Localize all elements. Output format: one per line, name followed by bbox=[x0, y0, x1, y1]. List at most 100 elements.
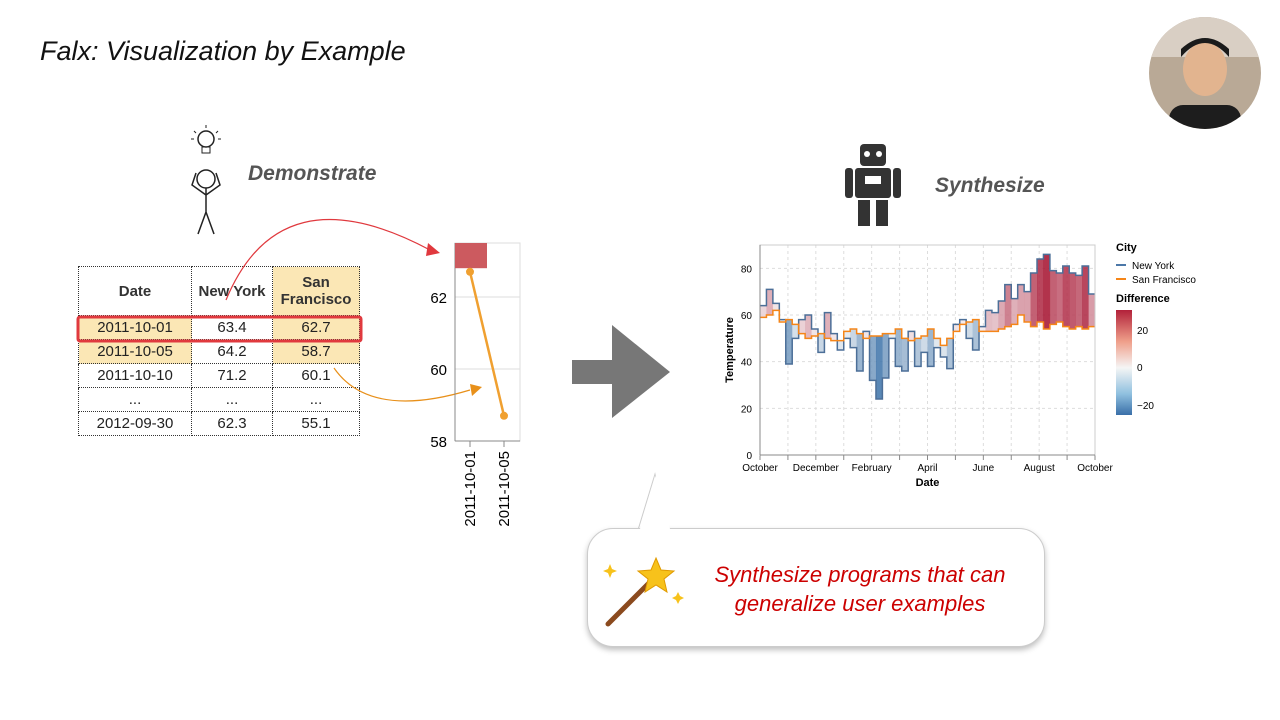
right-arrow-icon bbox=[572, 325, 670, 418]
x-axis-title: Date bbox=[916, 477, 940, 489]
difference-bar bbox=[940, 345, 948, 357]
x-tick-label: April bbox=[917, 463, 937, 474]
difference-colorbar bbox=[1116, 310, 1132, 415]
difference-bar bbox=[1004, 284, 1012, 327]
presenter-avatar bbox=[1149, 17, 1261, 129]
y-tick-label: 60 bbox=[741, 311, 753, 322]
synthesized-chart: 0 20 40 60 80 October December February April Jun… bbox=[724, 242, 1196, 489]
table-row[interactable]: 2011-10-10 71.2 60.1 bbox=[78, 363, 360, 388]
bubble-text: Synthesize programs that can generalize … bbox=[680, 560, 1040, 618]
cell: 2011-10-05 bbox=[78, 339, 192, 364]
difference-bar bbox=[1069, 273, 1076, 329]
difference-bar bbox=[863, 331, 870, 339]
header-new-york: New York bbox=[191, 266, 273, 316]
example-chart: 58 60 62 2011-10-01 2011-10-05 bbox=[430, 242, 521, 527]
table-row[interactable]: 2011-10-01 63.4 62.7 bbox=[78, 315, 360, 340]
difference-bar bbox=[985, 310, 993, 332]
table-row[interactable]: ......... bbox=[78, 387, 360, 412]
legend-label: San Francisco bbox=[1132, 275, 1196, 286]
y-tick-label: 60 bbox=[430, 362, 447, 379]
cell: 2012-09-30 bbox=[78, 411, 192, 436]
difference-bar bbox=[959, 319, 967, 325]
x-tick-label: June bbox=[972, 463, 994, 474]
colorbar-tick-label: 0 bbox=[1137, 363, 1143, 374]
difference-bar bbox=[991, 312, 999, 332]
difference-bar bbox=[875, 336, 883, 399]
difference-bar bbox=[798, 319, 806, 334]
difference-bar bbox=[772, 303, 780, 311]
difference-bar bbox=[914, 338, 922, 367]
bar-mark bbox=[455, 243, 487, 269]
y-tick-label: 80 bbox=[741, 264, 753, 275]
difference-bar bbox=[998, 301, 1006, 329]
difference-bar bbox=[1011, 298, 1018, 325]
difference-bar bbox=[1082, 266, 1089, 329]
cell: 64.2 bbox=[191, 339, 273, 364]
y-tick-label: 40 bbox=[741, 358, 753, 369]
difference-bar bbox=[792, 324, 799, 339]
lightbulb-icon bbox=[191, 125, 221, 154]
difference-bar bbox=[927, 329, 935, 367]
slide-title: Falx: Visualization by Example bbox=[40, 36, 406, 66]
difference-bar bbox=[830, 333, 838, 341]
difference-bar bbox=[1049, 270, 1057, 325]
y-axis-title: Temperature bbox=[724, 317, 736, 383]
difference-bar bbox=[882, 333, 890, 378]
difference-bar bbox=[953, 324, 961, 332]
magic-wand-icon bbox=[603, 556, 684, 627]
difference-bar bbox=[1075, 275, 1083, 327]
san-francisco-line bbox=[760, 309, 1095, 347]
difference-bar bbox=[895, 329, 903, 367]
cell: 58.7 bbox=[272, 339, 360, 364]
y-tick-label: 20 bbox=[741, 404, 753, 415]
x-tick-label: October bbox=[1077, 463, 1113, 474]
legend-title-difference: Difference bbox=[1116, 293, 1170, 305]
difference-bar bbox=[869, 336, 877, 381]
cell: 55.1 bbox=[272, 411, 360, 436]
difference-bar bbox=[1037, 259, 1044, 322]
colorbar-tick-label: −20 bbox=[1137, 401, 1154, 412]
difference-bar bbox=[888, 333, 896, 339]
table-row[interactable]: 2012-09-30 62.3 55.1 bbox=[78, 411, 360, 436]
data-point bbox=[500, 411, 508, 420]
cell: 62.3 bbox=[191, 411, 273, 436]
difference-bar bbox=[824, 312, 832, 339]
cell: 2011-10-01 bbox=[78, 315, 192, 340]
difference-bar bbox=[921, 336, 928, 353]
x-tick-label: October bbox=[742, 463, 778, 474]
difference-bar bbox=[1043, 254, 1051, 329]
difference-bar bbox=[850, 329, 857, 348]
bubble-line-2: generalize user examples bbox=[734, 591, 986, 616]
legend-title-city: City bbox=[1116, 242, 1138, 254]
table-row[interactable]: 2011-10-05 64.2 58.7 bbox=[78, 339, 360, 364]
table-header-row: Date New York San Francisco bbox=[78, 266, 360, 316]
difference-bar bbox=[843, 331, 851, 339]
difference-bar bbox=[979, 326, 986, 332]
difference-bar bbox=[1056, 273, 1064, 322]
y-tick-label: 58 bbox=[430, 434, 447, 451]
y-tick-label: 62 bbox=[430, 290, 447, 307]
stick-figure-icon bbox=[191, 169, 221, 235]
difference-bar bbox=[837, 340, 845, 350]
cell: 60.1 bbox=[272, 363, 360, 388]
cell: ... bbox=[272, 387, 360, 412]
cell: ... bbox=[78, 387, 192, 412]
difference-bar bbox=[760, 305, 767, 318]
difference-bar bbox=[966, 322, 973, 339]
data-point bbox=[466, 267, 474, 276]
header-san-francisco: San Francisco bbox=[272, 266, 360, 316]
data-table: Date New York San Francisco 2011-10-01 63… bbox=[78, 266, 360, 436]
difference-bar bbox=[779, 319, 787, 322]
y-tick-label: 0 bbox=[746, 451, 752, 462]
x-tick-label: 2011-10-01 bbox=[462, 451, 479, 527]
synthesize-label: Synthesize bbox=[935, 174, 1045, 197]
x-tick-label: February bbox=[852, 463, 892, 474]
difference-bar bbox=[817, 333, 825, 353]
difference-bar bbox=[1017, 284, 1025, 315]
difference-bar bbox=[901, 338, 909, 371]
cell: 63.4 bbox=[191, 315, 273, 340]
new-york-line bbox=[760, 253, 1095, 400]
difference-bar bbox=[1088, 294, 1096, 327]
cell: 71.2 bbox=[191, 363, 273, 388]
demonstrate-label: Demonstrate bbox=[248, 162, 377, 185]
